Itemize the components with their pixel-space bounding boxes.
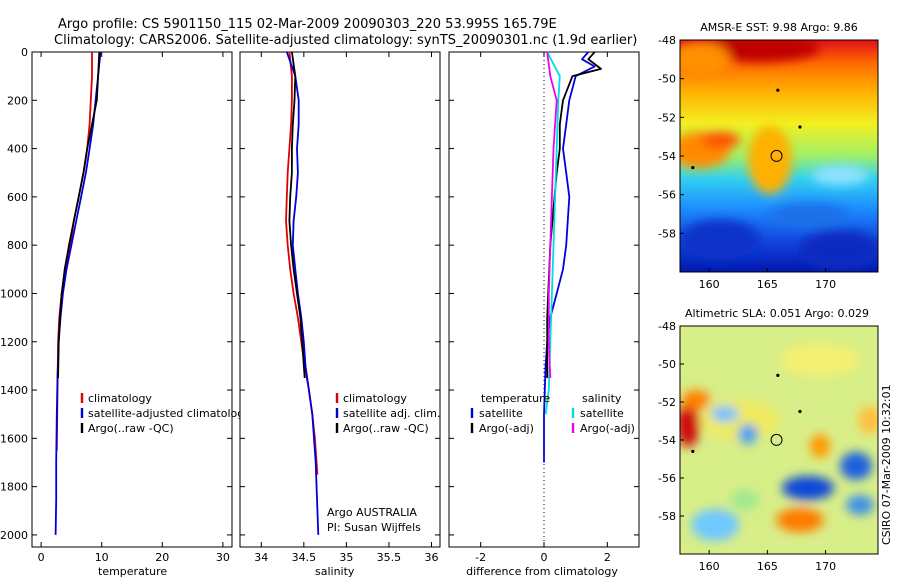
- temperature-profile-ytick-label: 1800: [0, 481, 28, 494]
- sla-map-ytick-label: -48: [658, 320, 676, 333]
- sst-map-xtick-label: 170: [815, 278, 836, 291]
- header-line-2: Climatology: CARS2006. Satellite-adjuste…: [54, 33, 637, 48]
- sst-map: AMSR-E SST: 9.98 Argo: 9.86 160 165 170 -48…: [658, 21, 879, 291]
- sla-axes: 160 165 170 -48 -50 -52 -54 -56 -58: [658, 320, 836, 573]
- salinity-profile-xtick-label: 36: [424, 551, 438, 564]
- salinity-profile: 34 34.5 35 35.5 36 salinity climatology satelli…: [239, 51, 441, 578]
- sst-map-float-dot: [776, 88, 780, 92]
- temperature-profile-ytick-label: 400: [7, 143, 28, 156]
- difference-from-climatology-xtick-label: -2: [475, 551, 486, 564]
- legend-label: satellite: [479, 407, 523, 420]
- temperature-profile-ytick-label: 2000: [0, 529, 28, 542]
- temperature-profile-ytick-label: 1200: [0, 336, 28, 349]
- legend-label: climatology: [343, 392, 407, 405]
- sla-map-ytick-label: -52: [658, 396, 676, 409]
- salinity-profile-xtick-label: 35: [339, 551, 353, 564]
- temperature-profile-ytick-label: 1000: [0, 287, 28, 300]
- legend-label: climatology: [88, 392, 152, 405]
- series-argo-raw-qc-: [57, 51, 101, 379]
- sla-map-xtick-label: 165: [757, 560, 778, 573]
- sla-map-xtick-label: 160: [699, 560, 720, 573]
- temperature-profile-frame: [31, 51, 233, 548]
- sla-map-argo-marker: [770, 433, 783, 446]
- sla-map-ytick-label: -50: [658, 358, 676, 371]
- legend-label: Argo(-adj): [479, 422, 534, 435]
- salinity-profile-xtick-label: 35.5: [377, 551, 402, 564]
- series-argo-raw-qc-: [288, 51, 306, 379]
- legend-header-temperature: temperature: [481, 392, 550, 405]
- sst-map-float-dot: [798, 125, 802, 129]
- side-stamp: CSIRO 07-Mar-2009 10:32:01: [880, 384, 893, 545]
- temperature-profile-xtick-label: 30: [216, 551, 230, 564]
- legend-label: satellite-adjusted climatology: [88, 407, 251, 420]
- legend-header-salinity: salinity: [582, 392, 622, 405]
- sst-map-ytick-label: -58: [658, 227, 676, 240]
- difference-from-climatology-xlabel: difference from climatology: [466, 565, 618, 578]
- legend-label: Argo(..raw -QC): [343, 422, 429, 435]
- legend-label: Argo(-adj): [580, 422, 635, 435]
- salinity-profile-frame: [239, 51, 441, 548]
- temperature-profile: 0 10 20 30 0 200 400 600 800 1000 1200 1400 1600 1800…: [0, 46, 251, 578]
- annotation-pi: PI: Susan Wijffels: [327, 521, 421, 534]
- sla-map-float-dot: [776, 373, 780, 377]
- temperature-profile-ytick-label: 200: [7, 94, 28, 107]
- sst-map-ytick-label: -54: [658, 150, 676, 163]
- sst-map-title: AMSR-E SST: 9.98 Argo: 9.86: [700, 21, 858, 34]
- sla-map-ytick-label: -56: [658, 472, 676, 485]
- temperature-profile-xtick-label: 0: [38, 551, 45, 564]
- sst-map-ytick-label: -48: [658, 34, 676, 47]
- legend-label: satellite: [580, 407, 624, 420]
- sst-map-xtick-label: 165: [757, 278, 778, 291]
- sla-field: [680, 326, 878, 554]
- sla-map-float-dot: [798, 409, 802, 414]
- sst-map-ytick-label: -52: [658, 111, 676, 124]
- header-line-1: Argo profile: CS 5901150_115 02-Mar-2009…: [58, 17, 557, 32]
- temperature-profile-xtick-label: 20: [155, 551, 169, 564]
- salinity-profile-xtick-label: 34: [254, 551, 268, 564]
- temperature-profile-ytick-label: 1600: [0, 432, 28, 445]
- sst-map-ytick-label: -50: [658, 73, 676, 86]
- sst-axes: 160 165 170 -48 -50 -52 -54 -56 -58: [658, 34, 836, 291]
- series-satellite-adj-clim-: [285, 51, 320, 535]
- sla-map: Altimetric SLA: 0.051 Argo: 0.029: [658, 307, 879, 573]
- difference-from-climatology-xtick-label: 0: [541, 551, 548, 564]
- legend-label: satellite adj. clim.: [343, 407, 440, 420]
- temperature-profile-ytick-label: 600: [7, 191, 28, 204]
- sst-map-xtick-label: 160: [699, 278, 720, 291]
- sst-map-float-dot: [691, 166, 695, 170]
- legend-label: Argo(..raw -QC): [88, 422, 174, 435]
- temperature-profile-ytick-label: 1400: [0, 384, 28, 397]
- annotation-institution: Argo AUSTRALIA: [327, 506, 417, 519]
- temperature-profile-ytick-label: 0: [21, 46, 28, 59]
- sla-map-ytick-label: -58: [658, 510, 676, 523]
- sla-map-xtick-label: 170: [815, 560, 836, 573]
- difference-from-climatology-xtick-label: 2: [604, 551, 611, 564]
- salinity-profile-xlabel: salinity: [315, 565, 355, 578]
- sst-markers: [691, 88, 802, 170]
- sla-markers: [691, 373, 802, 453]
- salinity-profile-xtick-label: 34.5: [292, 551, 317, 564]
- temperature-profile-ytick-label: 800: [7, 239, 28, 252]
- sla-map-title: Altimetric SLA: 0.051 Argo: 0.029: [685, 307, 869, 320]
- temperature-profile-xlabel: temperature: [98, 565, 167, 578]
- series-salinity-argo-adj-: [546, 51, 558, 379]
- sst-map-argo-marker: [770, 149, 783, 162]
- temperature-profile-xtick-label: 10: [95, 551, 109, 564]
- sst-field: [680, 40, 878, 272]
- sst-map-ytick-label: -56: [658, 189, 676, 202]
- sla-map-ytick-label: -54: [658, 434, 676, 447]
- profile-panels: 0 10 20 30020040060080010001200140016001800…: [0, 46, 640, 578]
- sla-map-float-dot: [691, 449, 695, 453]
